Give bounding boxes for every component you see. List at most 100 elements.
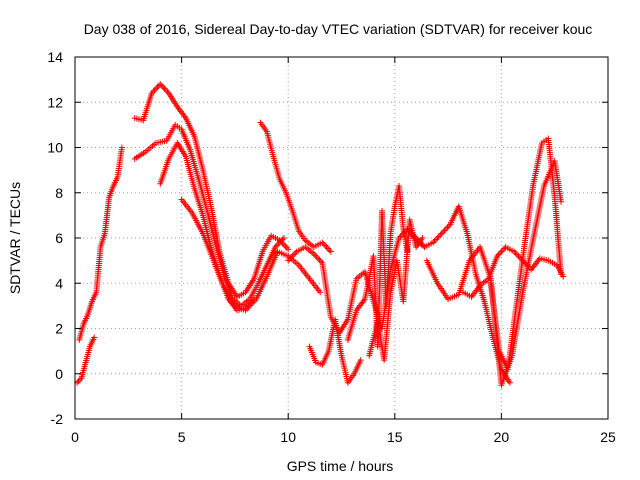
trace-marker [109, 184, 116, 191]
trace-marker [343, 318, 350, 325]
y-tick-label: 2 [55, 321, 63, 337]
trace-marker [282, 187, 289, 194]
trace-marker [551, 261, 558, 268]
trace-marker [262, 126, 269, 133]
trace-marker [199, 165, 206, 172]
trace-marker [176, 124, 183, 131]
trace-marker [161, 138, 168, 145]
trace-marker [433, 278, 440, 285]
trace-marker [535, 256, 542, 263]
trace-marker [360, 297, 367, 304]
trace-marker [79, 322, 86, 329]
trace-marker [437, 231, 444, 238]
trace-marker [86, 345, 93, 352]
trace-marker [220, 282, 227, 289]
trace-marker [283, 244, 290, 251]
trace-marker [445, 222, 452, 229]
trace-marker [105, 196, 112, 203]
trace-marker [294, 260, 301, 267]
trace-marker [519, 291, 526, 298]
y-tick-label: 0 [55, 366, 63, 382]
trace-marker [315, 287, 322, 294]
trace-marker [198, 228, 205, 235]
trace-marker [187, 208, 194, 215]
trace-marker [521, 241, 528, 248]
trace-marker [271, 245, 278, 252]
trace-marker [209, 255, 216, 262]
trace-marker [181, 151, 188, 158]
y-axis-label: SDTVAR / TECUs [7, 182, 23, 294]
trace-marker [391, 205, 398, 212]
trace-marker [140, 150, 147, 157]
y-tick-label: 8 [55, 185, 63, 201]
trace-marker [557, 269, 564, 276]
trace-marker [300, 235, 307, 242]
trace-marker [309, 249, 316, 256]
trace-marker [273, 250, 280, 257]
x-axis-label: GPS time / hours [287, 458, 394, 474]
trace-marker [173, 102, 180, 109]
trace-marker [254, 282, 261, 289]
trace-marker [411, 235, 418, 242]
trace-marker [88, 300, 95, 307]
y-tick-label: 10 [47, 140, 63, 156]
trace-marker [288, 205, 295, 212]
x-tick-label: 10 [280, 429, 296, 445]
trace-marker [463, 228, 470, 235]
trace-marker [148, 92, 155, 99]
trace-marker [165, 157, 172, 164]
trace-marker [324, 350, 331, 357]
trace-marker [352, 309, 359, 316]
y-tick-label: 14 [47, 49, 63, 65]
trace-marker [513, 304, 520, 311]
trace-marker [327, 312, 334, 319]
trace-marker [181, 113, 188, 120]
trace-marker [250, 277, 257, 284]
trace-marker [317, 258, 324, 265]
trace-marker [395, 236, 402, 243]
trace-marker [190, 183, 197, 190]
trace-marker [538, 142, 545, 149]
x-tick-label: 25 [600, 429, 616, 445]
trace-marker [259, 250, 266, 257]
trace-marker [428, 240, 435, 247]
trace-marker [97, 246, 104, 253]
trace-marker [251, 297, 258, 304]
x-tick-label: 20 [494, 429, 510, 445]
trace-marker [326, 247, 333, 254]
trace-marker [83, 313, 90, 320]
trace-marker [138, 116, 145, 123]
trace-marker [505, 378, 512, 385]
trace-marker [212, 239, 219, 246]
trace-marker [543, 257, 550, 264]
trace-marker [483, 277, 490, 284]
trace-marker [267, 234, 274, 241]
trace-marker [199, 210, 206, 217]
trace-marker [295, 226, 302, 233]
trace-marker [387, 291, 394, 298]
trace-marker [113, 175, 120, 182]
y-tick-label: 12 [47, 94, 63, 110]
trace-marker [472, 269, 479, 276]
data-points [74, 81, 567, 389]
trace-marker [190, 131, 197, 138]
trace-marker [82, 361, 89, 368]
trace-marker [540, 184, 547, 191]
trace-marker [101, 232, 108, 239]
trace-marker [312, 357, 319, 364]
trace-marker [557, 196, 564, 203]
trace-marker [76, 376, 83, 383]
trace-marker [92, 291, 99, 298]
trace-marker [240, 290, 247, 297]
trace-marker [186, 144, 193, 151]
trace-marker [350, 372, 357, 379]
x-tick-label: 15 [387, 429, 403, 445]
trace-marker [203, 205, 210, 212]
trace-marker [509, 247, 516, 254]
x-tick-label: 5 [178, 429, 186, 445]
trace-marker [369, 296, 376, 303]
x-tick-label: 0 [71, 429, 79, 445]
trace-marker [118, 146, 125, 153]
